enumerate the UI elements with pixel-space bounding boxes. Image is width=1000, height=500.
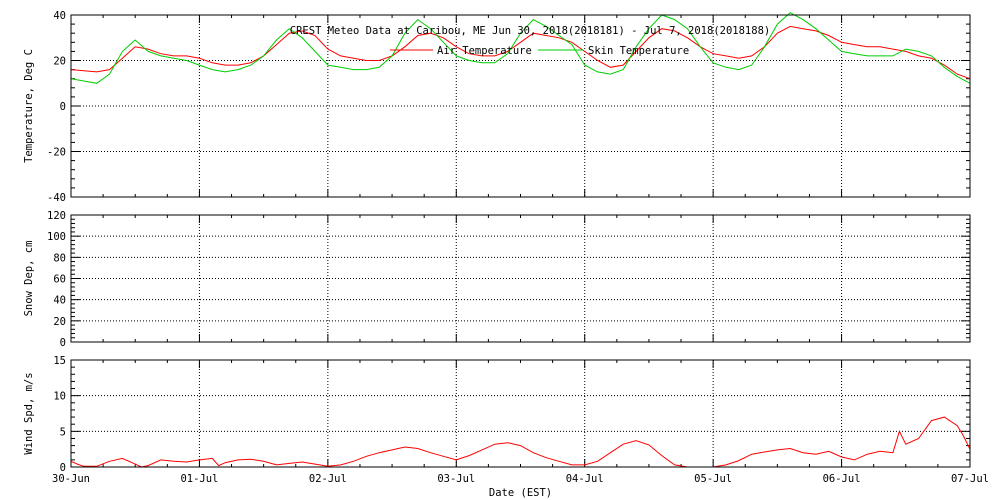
y-tick-label: 20 xyxy=(53,56,66,68)
y-tick-label: 0 xyxy=(60,337,66,349)
y-tick-label: -40 xyxy=(47,192,66,204)
y-tick-label: 40 xyxy=(53,295,66,307)
legend-label-air-temperature: Air Temperature xyxy=(437,45,532,57)
x-axis-label: Date (EST) xyxy=(489,487,552,499)
y-tick-label: 120 xyxy=(47,210,66,222)
panel-1: -40 -20 0 20 40 Temperature, Deg C xyxy=(23,10,971,204)
plot-frame xyxy=(70,14,971,198)
y-tick-label: 10 xyxy=(53,391,66,403)
series-line-skin-temperature xyxy=(70,12,971,84)
y-tick-label: 5 xyxy=(60,426,66,438)
y-axis-label: Wind Spd, m/s xyxy=(23,372,35,454)
y-tick-label: 100 xyxy=(47,231,66,243)
y-tick-label: 80 xyxy=(53,252,66,264)
plot-frame xyxy=(70,214,971,343)
x-tick-label: 04-Jul xyxy=(566,473,604,485)
y-tick-label: 40 xyxy=(53,10,66,22)
x-tick-label: 05-Jul xyxy=(694,473,732,485)
x-tick-label: 30-Jun xyxy=(52,473,90,485)
plot-frame xyxy=(70,359,971,468)
y-tick-label: 15 xyxy=(53,355,66,367)
panel-3: 0 5 10 15 Wind Spd, m/s 30-Jun 01-Jul 02-Jul 03-… xyxy=(23,355,989,499)
series-line-wind-speed xyxy=(70,416,971,468)
legend-label-skin-temperature: Skin Temperature xyxy=(588,45,689,57)
chart-title: CREST Meteo Data at Caribou, ME Jun 30, … xyxy=(290,25,770,37)
y-tick-label: 20 xyxy=(53,316,66,328)
y-tick-label: 0 xyxy=(60,101,66,113)
x-tick-label: 06-Jul xyxy=(823,473,861,485)
x-tick-label: 07-Jul xyxy=(951,473,989,485)
x-tick-label: 02-Jul xyxy=(309,473,347,485)
y-tick-label: 60 xyxy=(53,274,66,286)
y-axis-label: Temperature, Deg C xyxy=(23,49,35,163)
panel-2: 0 20 40 60 80 100 120 Snow Dep, cm xyxy=(23,210,971,349)
title-legend-layer: CREST Meteo Data at Caribou, ME Jun 30, … xyxy=(290,25,770,57)
y-tick-label: 0 xyxy=(60,462,66,474)
y-tick-label: -20 xyxy=(47,147,66,159)
x-tick-label: 03-Jul xyxy=(437,473,475,485)
x-tick-label: 01-Jul xyxy=(180,473,218,485)
y-axis-label: Snow Dep, cm xyxy=(23,241,35,317)
